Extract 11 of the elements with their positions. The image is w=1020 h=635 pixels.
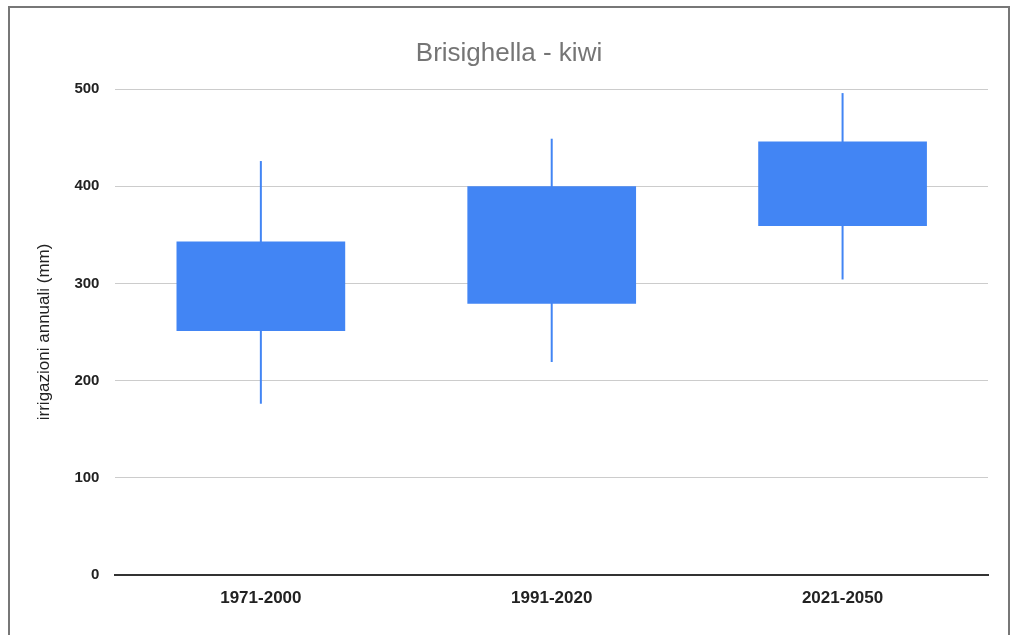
chart-title: Brisighella - kiwi — [415, 36, 603, 67]
y-tick-label: 100 — [74, 467, 100, 485]
x-tick-label: 1971-2000 — [220, 588, 302, 608]
y-axis-title: irrigazioni annuali (mm) — [33, 243, 53, 421]
y-tick-label: 0 — [91, 564, 100, 582]
y-tick-label: 400 — [74, 176, 100, 194]
y-tick-label: 300 — [74, 273, 100, 291]
x-tick-label: 2021-2050 — [801, 588, 884, 608]
y-tick-label: 200 — [74, 370, 100, 388]
x-tick-label: 1991-2020 — [511, 588, 593, 608]
y-tick-label: 500 — [74, 79, 100, 97]
